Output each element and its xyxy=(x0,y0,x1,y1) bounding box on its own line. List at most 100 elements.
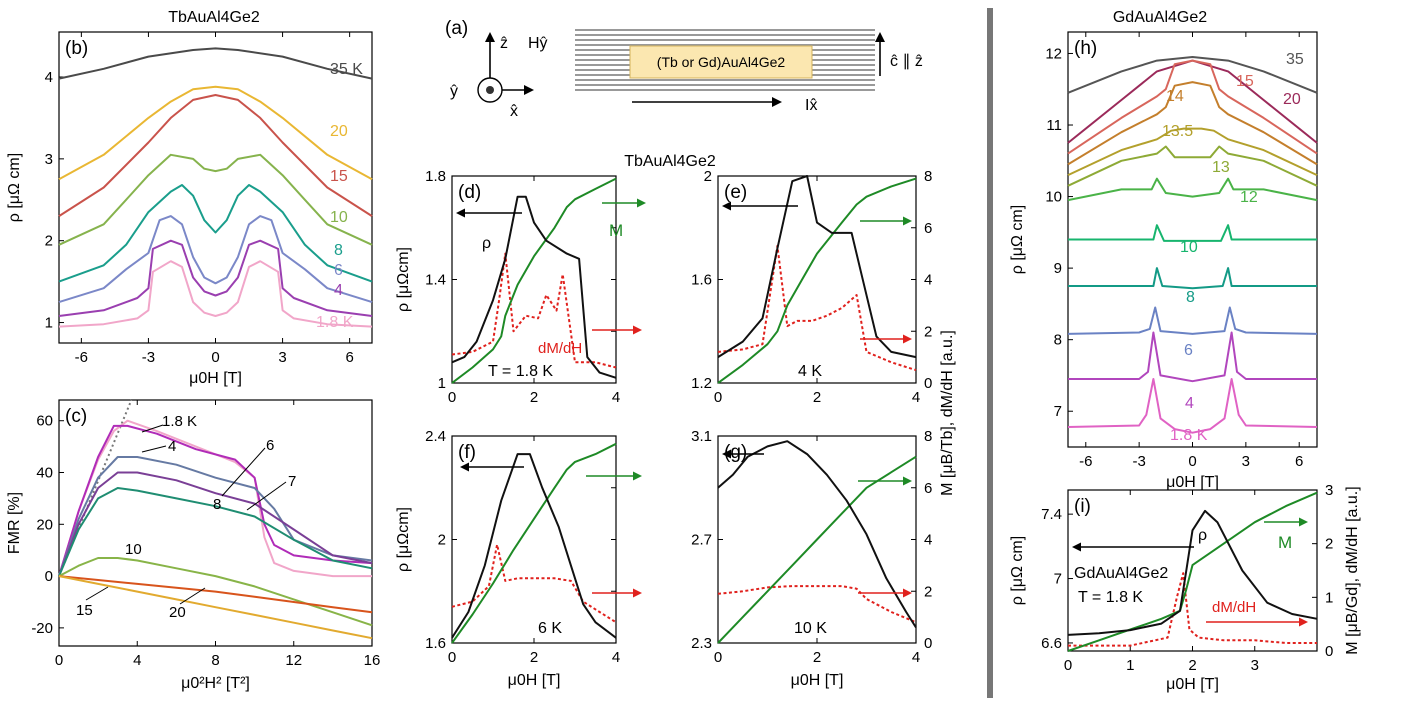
rho-label: ρ xyxy=(1198,527,1207,544)
y-tick-label: 4 xyxy=(45,69,53,86)
m-arrow-head xyxy=(903,216,912,226)
y-tick-label: 2 xyxy=(704,168,712,185)
x-tick-label: 2 xyxy=(530,389,538,406)
series-leader xyxy=(141,424,164,433)
series-line xyxy=(1067,81,1318,166)
title-gdauge-right: GdAuAl4Ge2 xyxy=(1113,9,1207,26)
panel-frame xyxy=(451,175,617,384)
y-tick-label: 3 xyxy=(45,151,53,168)
m-arrow-head xyxy=(903,476,912,486)
panel-f: 0 2 4 1.6 2 2.4 (f) 6 K μ0H [T] ρ [μΩcm] xyxy=(395,428,642,689)
dmdh-arrow-head xyxy=(633,325,642,335)
x-tick-label: 6 xyxy=(345,349,353,366)
y-tick-label: -20 xyxy=(31,620,53,637)
y-axis-label: ŷ xyxy=(450,83,458,100)
x-tick-label: 0 xyxy=(448,649,456,666)
m-label: M xyxy=(609,221,623,240)
schematic-label: (a) xyxy=(445,18,468,39)
series-leader xyxy=(141,445,167,453)
y2-tick-label: 4 xyxy=(924,272,932,289)
series-label: 35 K xyxy=(330,61,363,78)
panel-divider xyxy=(987,8,993,698)
y-tick-label: 2 xyxy=(438,532,446,549)
series-line xyxy=(58,94,373,217)
y2-axis-label: M [μB/Gd], dM/dH [a.u.] xyxy=(1344,486,1361,654)
y-tick-label: 3.1 xyxy=(691,428,712,445)
series-label: 35 xyxy=(1286,51,1304,68)
y2-tick-label: 8 xyxy=(924,428,932,445)
panel-label: (b) xyxy=(65,38,88,59)
series-line xyxy=(58,471,373,577)
y-tick-label: 9 xyxy=(1054,260,1062,277)
y2-tick-label: 0 xyxy=(924,635,932,652)
magnetization-line xyxy=(717,177,917,384)
dmdh-label: dM/dH xyxy=(1212,599,1256,616)
series-line xyxy=(58,215,373,304)
c-axis-label: ĉ ∥ ẑ xyxy=(890,53,923,70)
y-tick-label: 1.6 xyxy=(425,635,446,652)
temp-label: T = 1.8 K xyxy=(1078,589,1143,606)
magnetization-line xyxy=(1067,491,1318,652)
dmdh-arrow-head xyxy=(903,588,912,598)
series-leader xyxy=(85,586,109,601)
dmdh-label: dM/dH xyxy=(538,340,582,357)
x-tick-label: 4 xyxy=(912,649,920,666)
series-line xyxy=(1067,306,1318,335)
dmdh-arrow-head xyxy=(1299,617,1308,627)
y-tick-label: 2.3 xyxy=(691,635,712,652)
y-axis-label: ρ [μΩ cm] xyxy=(6,153,23,222)
x-tick-label: -3 xyxy=(1132,453,1145,470)
y-tick-label: 2 xyxy=(45,233,53,250)
x-tick-label: 3 xyxy=(278,349,286,366)
y-axis-label: ρ [μΩ cm] xyxy=(1009,536,1026,605)
x-axis-label: μ0H [T] xyxy=(508,672,561,689)
x-axis-label: μ0H [T] xyxy=(791,672,844,689)
y2-tick-label: 2 xyxy=(1325,536,1333,553)
y2-tick-label: 0 xyxy=(924,375,932,392)
series-label: 8 xyxy=(334,242,343,259)
series-leader xyxy=(246,481,287,511)
panel-label: (f) xyxy=(458,442,476,463)
series-label: 10 xyxy=(125,541,142,558)
z-axis-arrowhead xyxy=(485,32,495,42)
x-tick-label: 16 xyxy=(364,652,381,669)
series-leader xyxy=(179,587,206,605)
y-tick-label: 12 xyxy=(1045,45,1062,62)
dmdh-arrow-head xyxy=(633,588,642,598)
dmdh-line xyxy=(451,543,617,624)
dmdh-arrow-head xyxy=(903,334,912,344)
y-axis-label: FMR [%] xyxy=(6,492,23,554)
panel-i: 0 1 2 3 6.6 7 7.4 0 1 2 3 (i) ρ MdM/dH GdAuAl4Ge2 T = 1… xyxy=(1009,482,1361,693)
y-tick-label: 1.2 xyxy=(691,375,712,392)
y-axis-label: ρ [μΩcm] xyxy=(395,507,412,572)
x-tick-label: 8 xyxy=(211,652,219,669)
series-label: 10 xyxy=(1180,239,1198,256)
magnetization-line xyxy=(451,177,617,384)
y-tick-label: 8 xyxy=(1054,332,1062,349)
series-line xyxy=(1067,378,1318,434)
y-tick-label: 1.8 xyxy=(425,168,446,185)
x-tick-label: 0 xyxy=(714,649,722,666)
x-axis-label: μ0H [T] xyxy=(1166,676,1219,693)
y2-tick-label: 8 xyxy=(924,168,932,185)
y2-tick-label: 3 xyxy=(1325,482,1333,499)
series-label: 20 xyxy=(1283,91,1301,108)
y2-tick-label: 2 xyxy=(924,583,932,600)
panel-d: 0 2 4 1 1.4 1.8 (d) ρ MdM/dH T = 1.8 K ρ [μΩcm] xyxy=(395,168,646,406)
y-tick-label: 2.7 xyxy=(691,532,712,549)
resistivity-line xyxy=(717,175,917,359)
y-tick-label: 7 xyxy=(1054,403,1062,420)
y2-tick-label: 0 xyxy=(1325,643,1333,660)
temp-label: 4 K xyxy=(798,363,822,380)
magnetization-line xyxy=(717,455,917,644)
series-line xyxy=(1067,177,1318,202)
series-label: 12 xyxy=(1240,189,1258,206)
temp-label: 6 K xyxy=(538,620,562,637)
series-label: 15 xyxy=(76,602,93,619)
x-tick-label: 2 xyxy=(813,389,821,406)
series-line xyxy=(58,575,373,640)
field-label: Hŷ xyxy=(528,35,548,52)
